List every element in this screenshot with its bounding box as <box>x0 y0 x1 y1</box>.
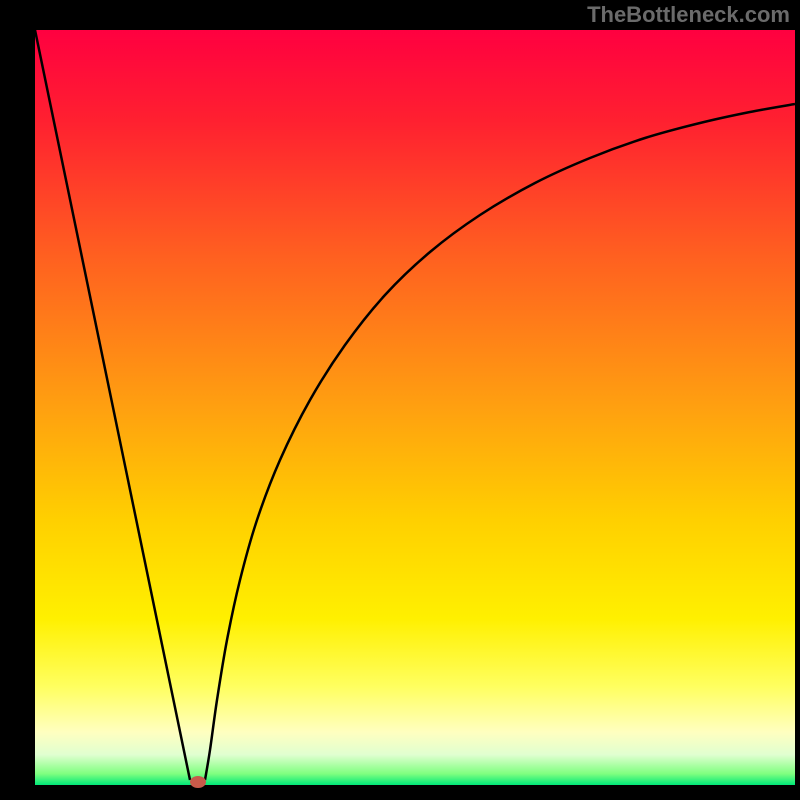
watermark-text: TheBottleneck.com <box>587 2 790 28</box>
bottleneck-curve <box>35 30 795 785</box>
plot-area <box>35 30 795 785</box>
optimal-point-marker <box>190 776 206 788</box>
chart-container: TheBottleneck.com <box>0 0 800 800</box>
